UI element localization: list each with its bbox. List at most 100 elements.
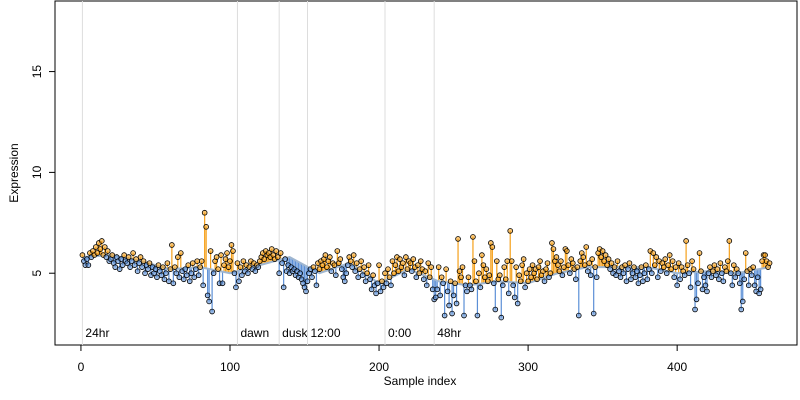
data-point	[403, 254, 409, 260]
data-point	[347, 258, 354, 264]
data-point	[364, 270, 370, 277]
data-point	[313, 282, 320, 289]
data-point	[344, 262, 351, 268]
data-point	[136, 260, 142, 266]
data-point	[653, 254, 660, 260]
data-point	[456, 268, 463, 274]
data-point	[443, 266, 449, 272]
data-point	[361, 264, 367, 270]
data-point	[519, 262, 525, 268]
data-point	[668, 266, 674, 272]
data-point	[704, 288, 710, 295]
data-point	[644, 276, 651, 283]
marker-label: 12:00	[311, 326, 341, 340]
x-tick-label: 400	[667, 360, 687, 374]
data-point	[385, 266, 391, 272]
data-point	[349, 264, 356, 270]
data-point	[541, 278, 548, 285]
data-point	[368, 286, 375, 293]
data-point	[175, 254, 181, 260]
data-point	[328, 268, 335, 274]
data-point	[666, 252, 673, 258]
data-point	[377, 288, 384, 295]
data-point	[84, 256, 90, 262]
data-point	[660, 264, 667, 270]
data-point	[207, 248, 214, 254]
data-point	[359, 272, 366, 279]
data-point	[178, 250, 184, 256]
data-point	[671, 274, 677, 281]
data-point	[640, 278, 646, 285]
x-tick-label: 300	[518, 360, 538, 374]
data-point	[237, 264, 244, 270]
data-point	[735, 270, 742, 277]
data-point	[353, 260, 360, 266]
data-point	[255, 264, 262, 270]
data-point	[634, 268, 640, 274]
data-point	[649, 270, 655, 277]
data-point	[505, 290, 512, 297]
data-point	[97, 246, 104, 252]
data-point	[252, 268, 259, 274]
data-point	[498, 314, 505, 321]
data-point	[331, 262, 338, 268]
data-point	[388, 282, 394, 289]
data-point	[173, 270, 180, 277]
data-point	[195, 272, 202, 279]
data-point	[128, 258, 135, 264]
data-point	[482, 274, 488, 281]
data-point	[425, 260, 432, 266]
data-point	[589, 256, 595, 262]
data-point	[341, 278, 348, 285]
data-point	[702, 282, 709, 289]
data-point	[197, 264, 203, 270]
data-point	[526, 266, 533, 272]
data-point	[573, 276, 579, 283]
data-point	[499, 282, 506, 289]
data-point	[584, 268, 591, 274]
data-point	[131, 262, 138, 268]
data-point	[413, 274, 420, 281]
data-point	[125, 254, 132, 260]
data-point	[501, 264, 508, 270]
data-point	[428, 264, 435, 270]
data-point	[201, 209, 208, 216]
data-point	[261, 256, 268, 262]
data-point	[663, 270, 670, 277]
data-point	[309, 274, 315, 281]
data-point	[440, 280, 446, 287]
data-point	[574, 264, 581, 270]
y-axis-label: Expression	[7, 143, 21, 202]
data-point	[333, 272, 339, 279]
data-point	[312, 268, 318, 274]
data-point	[109, 252, 116, 258]
data-point	[432, 294, 439, 301]
data-point	[234, 260, 241, 266]
data-point	[654, 274, 661, 281]
data-point	[373, 290, 379, 297]
data-point	[225, 264, 232, 270]
data-point	[757, 286, 764, 293]
data-point	[710, 268, 716, 274]
data-point	[189, 260, 196, 266]
data-point	[570, 260, 576, 266]
data-point	[468, 286, 475, 293]
data-point	[215, 266, 221, 272]
data-point	[200, 282, 206, 289]
data-point	[628, 276, 634, 283]
data-point	[723, 268, 730, 274]
data-point	[343, 270, 350, 277]
data-point	[604, 262, 610, 268]
x-axis-label: Sample index	[384, 374, 457, 388]
data-point	[477, 284, 484, 291]
marker-label: dawn	[240, 326, 269, 340]
data-point	[93, 244, 99, 250]
data-point	[611, 264, 618, 270]
data-point	[185, 262, 192, 268]
data-point	[516, 272, 522, 279]
data-point	[476, 270, 482, 277]
data-point	[417, 258, 424, 264]
data-point	[699, 286, 706, 293]
data-point	[218, 252, 224, 258]
data-point	[245, 270, 251, 277]
